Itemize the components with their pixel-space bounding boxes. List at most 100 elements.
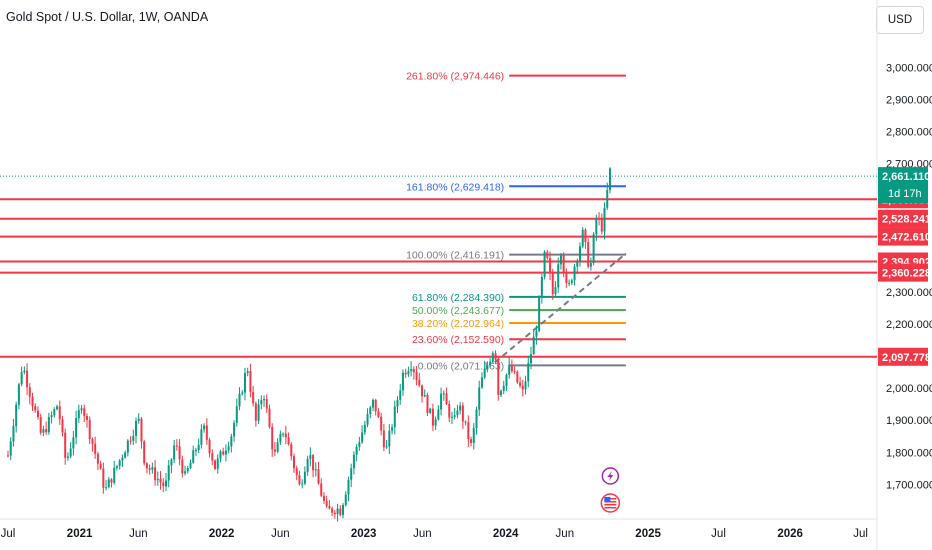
candle-body xyxy=(276,442,279,452)
candle-body xyxy=(461,405,464,422)
candle-body xyxy=(429,408,432,413)
candle-body xyxy=(434,419,437,426)
price-tick-label: 2,000.000 xyxy=(886,383,932,395)
candle-body xyxy=(459,405,462,411)
candle-body xyxy=(233,422,236,437)
currency-button[interactable]: USD xyxy=(876,6,924,34)
candle-body xyxy=(576,261,579,267)
candle-body xyxy=(34,406,37,411)
candle-body xyxy=(445,393,448,404)
candle-body xyxy=(540,276,543,298)
candle-body xyxy=(587,242,590,267)
candle-body xyxy=(355,446,358,455)
chart-title: Gold Spot / U.S. Dollar, 1W, OANDA xyxy=(6,10,209,24)
candle-body xyxy=(543,251,546,277)
candle-body xyxy=(102,468,105,488)
candle-body xyxy=(415,372,418,380)
candle-body xyxy=(58,406,61,420)
candle-body xyxy=(118,460,121,467)
candle-body xyxy=(456,410,459,416)
price-tick-label: 2,300.000 xyxy=(886,287,932,299)
lightning-event-icon[interactable] xyxy=(601,467,620,485)
candle-body xyxy=(287,437,290,445)
price-tick-label: 1,700.000 xyxy=(886,479,932,491)
candle-body xyxy=(554,287,557,295)
candle-body xyxy=(366,414,369,425)
candle-body xyxy=(303,471,306,484)
candle-body xyxy=(309,455,312,460)
candle-body xyxy=(399,390,402,400)
candle-body xyxy=(164,480,167,487)
candle-body xyxy=(521,385,524,390)
candle-body xyxy=(412,368,415,373)
candle-body xyxy=(75,418,78,438)
candle-body xyxy=(211,453,214,461)
candle-body xyxy=(480,377,483,388)
candle-body xyxy=(189,462,192,468)
candle-body xyxy=(263,399,266,401)
candle-body xyxy=(173,445,176,460)
candle-body xyxy=(110,479,113,483)
price-tick-label: 1,800.000 xyxy=(886,447,932,459)
fib-level-label: 61.80% (2,284.390) xyxy=(412,292,504,304)
candle-body xyxy=(391,427,394,431)
candle-body xyxy=(64,432,67,458)
candle-body xyxy=(56,406,59,410)
candle-body xyxy=(115,466,118,468)
candle-body xyxy=(464,421,467,423)
candle-body xyxy=(194,450,197,452)
us-flag-event-icon[interactable] xyxy=(600,493,621,513)
fibonacci-extension[interactable]: 261.80% (2,974.446) 161.80% (2,629.418) 10… xyxy=(406,71,626,373)
candle-body xyxy=(450,416,453,418)
candle-body xyxy=(126,440,129,453)
candle-body xyxy=(99,463,102,469)
candle-body xyxy=(489,361,492,366)
price-tick-label: 2,200.000 xyxy=(886,319,932,331)
candle-body xyxy=(513,371,516,373)
candle-body xyxy=(396,399,399,407)
candle-body xyxy=(219,451,222,459)
level-tag-bg xyxy=(878,227,928,246)
level-tag-bg xyxy=(878,209,928,228)
event-markers[interactable] xyxy=(600,467,621,513)
candle-body xyxy=(344,494,347,505)
candle-body xyxy=(470,439,473,443)
candle-body xyxy=(145,463,148,469)
candle-body xyxy=(197,444,200,451)
candle-body xyxy=(268,408,271,427)
candle-body xyxy=(28,387,31,397)
candle-body xyxy=(94,443,97,454)
flag-canton xyxy=(604,497,611,502)
dashed-trendline[interactable] xyxy=(494,252,627,364)
candle-body xyxy=(314,469,317,471)
candle-body xyxy=(535,330,538,337)
candle-body xyxy=(7,455,9,457)
candle-body xyxy=(486,365,489,369)
candle-body xyxy=(431,408,434,426)
time-tick-label: Jul xyxy=(1,528,16,540)
time-tick-label: 2022 xyxy=(209,528,235,540)
candle-body xyxy=(385,446,388,448)
level-price-tag: 2,472.610 xyxy=(878,227,931,246)
fib-level-label: 38.20% (2,202.964) xyxy=(412,318,504,330)
candle-body xyxy=(162,482,165,487)
time-axis[interactable]: Jul 2021 Jun 2022 Jun 2023 Jun 2024 Jun 2025 Jul 20… xyxy=(1,528,868,540)
candle-body xyxy=(358,442,361,447)
candle-body xyxy=(584,229,587,243)
fib-level-label: 23.60% (2,152.590) xyxy=(412,334,504,346)
time-tick-label: 2021 xyxy=(67,528,93,540)
candle-body xyxy=(538,297,541,331)
candle-body xyxy=(336,508,339,515)
candle-body xyxy=(132,435,135,441)
candle-body xyxy=(80,408,83,411)
candle-body xyxy=(478,387,481,410)
candle-body xyxy=(214,460,217,469)
candle-body xyxy=(203,425,206,430)
candle-body xyxy=(568,282,571,284)
trendline[interactable] xyxy=(494,252,627,364)
level-tag-label: 2,472.610 xyxy=(882,232,931,244)
candle-body xyxy=(69,448,72,457)
candle-body xyxy=(192,450,195,463)
